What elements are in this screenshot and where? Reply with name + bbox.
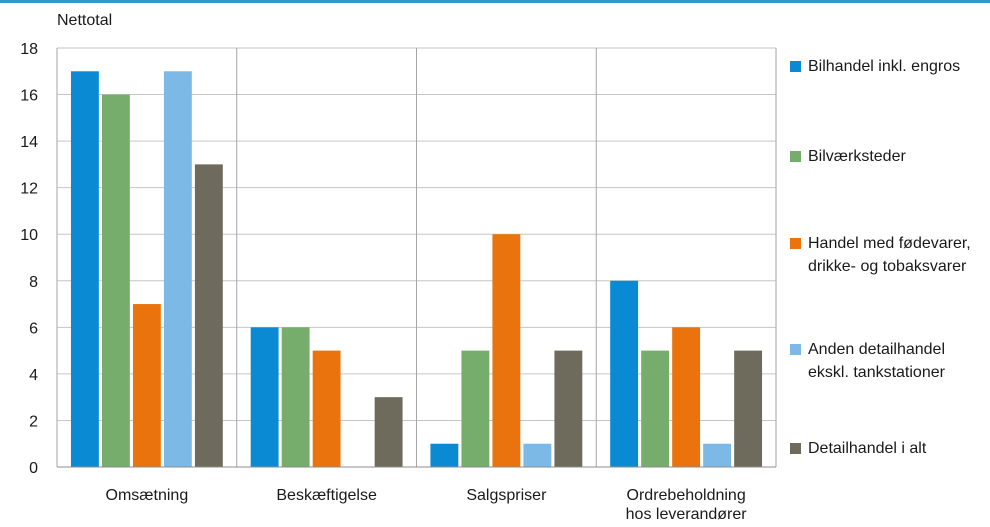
bar bbox=[703, 443, 732, 467]
legend: Bilhandel inkl. engros Bilværksteder Hande… bbox=[790, 0, 990, 527]
y-tick-label: 8 bbox=[29, 274, 38, 291]
legend-item: Handel med fødevarer, drikke- og tobaksv… bbox=[790, 232, 971, 278]
y-tick-label: 0 bbox=[29, 460, 38, 477]
bar bbox=[523, 443, 552, 467]
legend-item: Anden detailhandel ekskl. tankstationer bbox=[790, 338, 945, 384]
axes: 0 2 4 6 8 10 12 14 16 18 Omsætning Beskæftigelse Sal… bbox=[20, 41, 776, 523]
legend-item: Detailhandel i alt bbox=[790, 437, 926, 460]
bar bbox=[70, 71, 99, 468]
legend-label: Bilhandel inkl. engros bbox=[808, 58, 961, 75]
bar bbox=[374, 397, 403, 467]
bar bbox=[492, 234, 521, 467]
bar bbox=[672, 327, 701, 467]
legend-swatch bbox=[790, 61, 801, 72]
y-tick-label: 14 bbox=[20, 134, 38, 151]
bar bbox=[430, 443, 459, 467]
x-tick-label: Omsætning bbox=[106, 487, 189, 504]
legend-label: Anden detailhandel ekskl. tankstationer bbox=[808, 341, 946, 381]
bar bbox=[610, 280, 639, 467]
y-tick-label: 6 bbox=[29, 320, 38, 337]
y-tick-label: 18 bbox=[20, 41, 38, 58]
y-tick-label: 10 bbox=[20, 227, 38, 244]
y-axis-label: Nettotal bbox=[57, 12, 112, 29]
bar bbox=[281, 327, 310, 467]
y-tick-label: 16 bbox=[20, 88, 38, 105]
bar bbox=[194, 164, 223, 467]
bar bbox=[312, 350, 341, 467]
bar bbox=[250, 327, 279, 467]
x-tick-label: Beskæftigelse bbox=[276, 487, 377, 504]
x-tick-label: hos leverandører bbox=[626, 506, 748, 523]
y-tick-label: 12 bbox=[20, 181, 38, 198]
bar bbox=[132, 304, 161, 467]
bar bbox=[641, 350, 670, 467]
legend-item: Bilværksteder bbox=[790, 145, 906, 168]
bar bbox=[461, 350, 490, 467]
legend-swatch bbox=[790, 238, 801, 249]
legend-swatch bbox=[790, 443, 801, 454]
y-tick-label: 4 bbox=[29, 367, 38, 384]
bar bbox=[554, 350, 583, 467]
x-tick-label: Ordrebeholdning bbox=[627, 487, 746, 504]
legend-label: Handel med fødevarer, drikke- og tobaksv… bbox=[808, 235, 971, 275]
legend-swatch bbox=[790, 344, 801, 355]
bar bbox=[163, 71, 192, 468]
y-tick-label: 2 bbox=[29, 413, 38, 430]
legend-label: Detailhandel i alt bbox=[808, 440, 927, 457]
legend-swatch bbox=[790, 151, 801, 162]
bars bbox=[70, 71, 763, 468]
legend-label: Bilværksteder bbox=[808, 148, 906, 165]
top-accent-rule bbox=[0, 0, 990, 3]
bar bbox=[734, 350, 763, 467]
legend-item: Bilhandel inkl. engros bbox=[790, 55, 960, 78]
x-tick-label: Salgspriser bbox=[466, 487, 547, 504]
bar bbox=[101, 94, 130, 468]
bar-chart: 0 2 4 6 8 10 12 14 16 18 Omsætning Beskæftigelse Sal… bbox=[20, 12, 777, 523]
